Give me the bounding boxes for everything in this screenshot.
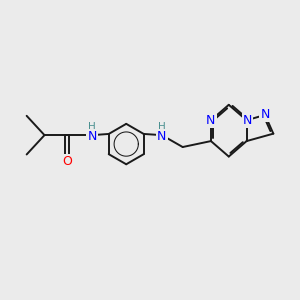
Text: N: N [157,130,167,143]
Text: N: N [242,114,252,127]
Text: H: H [88,122,96,132]
Text: H: H [158,122,166,132]
Text: N: N [260,108,270,122]
Text: N: N [87,130,97,143]
Text: N: N [206,114,216,127]
Text: O: O [62,155,72,168]
